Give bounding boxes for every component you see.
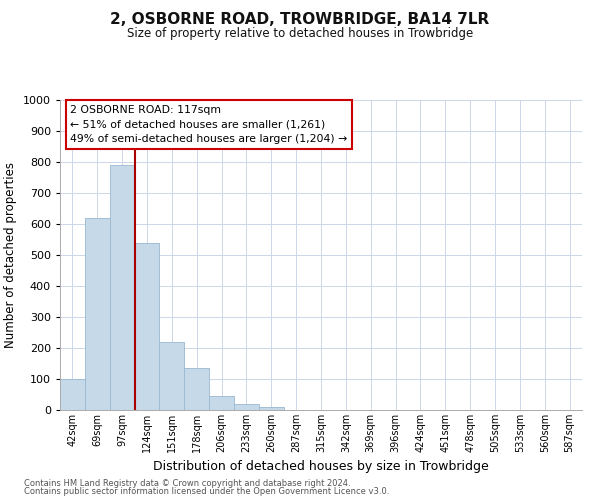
Bar	[259, 407, 284, 410]
Text: Contains public sector information licensed under the Open Government Licence v3: Contains public sector information licen…	[24, 487, 389, 496]
X-axis label: Distribution of detached houses by size in Trowbridge: Distribution of detached houses by size …	[153, 460, 489, 473]
Bar	[160, 342, 184, 410]
Text: Size of property relative to detached houses in Trowbridge: Size of property relative to detached ho…	[127, 28, 473, 40]
Bar	[134, 242, 160, 410]
Bar	[184, 368, 209, 410]
Bar	[234, 404, 259, 410]
Bar	[110, 165, 134, 410]
Text: Contains HM Land Registry data © Crown copyright and database right 2024.: Contains HM Land Registry data © Crown c…	[24, 478, 350, 488]
Bar	[85, 218, 110, 410]
Bar	[60, 379, 85, 410]
Bar	[209, 396, 234, 410]
Text: 2, OSBORNE ROAD, TROWBRIDGE, BA14 7LR: 2, OSBORNE ROAD, TROWBRIDGE, BA14 7LR	[110, 12, 490, 28]
Text: 2 OSBORNE ROAD: 117sqm
← 51% of detached houses are smaller (1,261)
49% of semi-: 2 OSBORNE ROAD: 117sqm ← 51% of detached…	[70, 104, 347, 144]
Y-axis label: Number of detached properties: Number of detached properties	[4, 162, 17, 348]
